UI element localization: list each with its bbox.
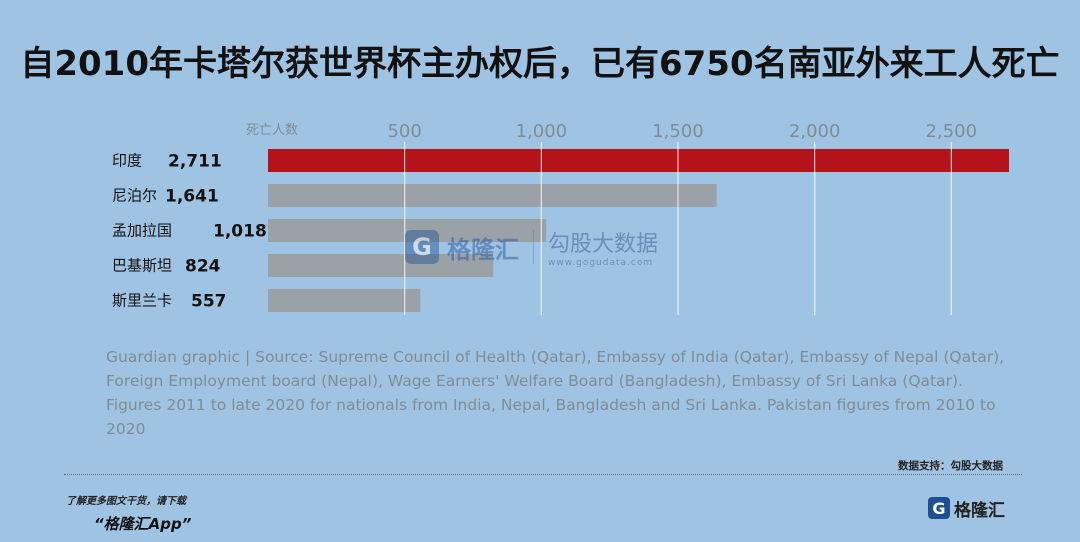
- bar-chart: 死亡人数 500 1,000 1,500 2,000 2,500 印度 2,711 尼泊尔 1,6…: [112, 121, 1009, 315]
- watermark-separator: [533, 230, 534, 264]
- headline: 自2010年卡塔尔获世界杯主办权后，已有6750名南亚外来工人死亡: [20, 44, 1060, 84]
- source-line: Guardian graphic | Source: Supreme Counc…: [106, 348, 1005, 366]
- value-label: 1,641: [165, 187, 219, 207]
- bar: [268, 289, 421, 312]
- logo-text: 格隆汇: [954, 500, 1005, 521]
- bar: [268, 254, 494, 277]
- category-label: 孟加拉国: [112, 222, 172, 240]
- axis-label: 死亡人数: [246, 123, 298, 138]
- value-label: 2,711: [168, 152, 222, 172]
- category-label: 巴基斯坦: [112, 257, 172, 275]
- value-label: 824: [185, 257, 221, 277]
- tick-label: 2,500: [926, 121, 978, 142]
- tick-label: 1,000: [516, 121, 568, 142]
- value-label: 1,018: [213, 222, 267, 242]
- source-line: Figures 2011 to late 2020 for nationals …: [106, 396, 996, 414]
- tick-label: 500: [387, 121, 421, 142]
- footer-app-name: “格隆汇App”: [94, 515, 192, 533]
- bar: [268, 149, 1009, 172]
- category-label: 印度: [112, 152, 142, 170]
- divider: [64, 474, 1022, 475]
- bar: [268, 184, 717, 207]
- data-support-credit: 数据支持：勾股大数据: [898, 460, 1003, 472]
- watermark: G 格隆汇 勾股大数据 www.gogudata.com: [405, 226, 658, 268]
- gelonghui-logo-icon: G: [928, 497, 950, 519]
- tick-label: 2,000: [789, 121, 841, 142]
- bar: [268, 219, 547, 242]
- tick-label: 1,500: [652, 121, 704, 142]
- footer-logo[interactable]: G 格隆汇: [928, 496, 1005, 521]
- watermark-partner-url: www.gogudata.com: [548, 258, 654, 268]
- source-line: Foreign Employment board (Nepal), Wage E…: [106, 372, 963, 390]
- footer-note: 了解更多图文干货，请下载: [66, 496, 186, 507]
- watermark-partner: 勾股大数据: [548, 232, 659, 257]
- watermark-brand: 格隆汇: [447, 235, 519, 264]
- source-line: 2020: [106, 420, 146, 438]
- category-label: 斯里兰卡: [112, 292, 172, 310]
- watermark-partner-block: 勾股大数据 www.gogudata.com: [548, 226, 658, 268]
- source-note: Guardian graphic | Source: Supreme Counc…: [106, 345, 1026, 441]
- category-label: 尼泊尔: [112, 187, 157, 205]
- value-label: 557: [191, 292, 227, 312]
- gelonghui-logo-icon: G: [405, 230, 439, 264]
